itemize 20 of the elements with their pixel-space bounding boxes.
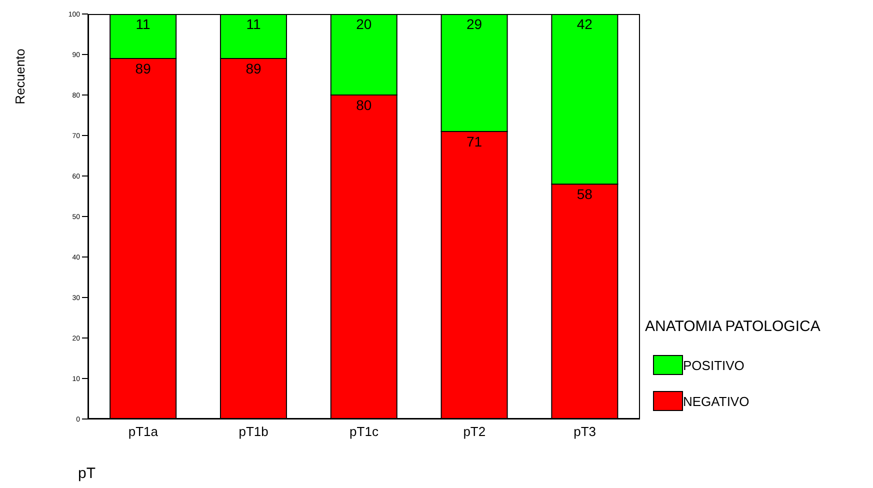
data-label: 20 — [356, 16, 372, 32]
x-tick-label: pT2 — [463, 424, 486, 440]
data-label: 42 — [576, 16, 593, 32]
legend-label: NEGATIVO — [683, 394, 750, 408]
data-label: 71 — [466, 133, 482, 150]
x-tick-label: pT1b — [238, 424, 268, 440]
legend-title: ANATOMIA PATOLOGICA — [645, 318, 820, 335]
x-tick-label: pT1c — [350, 424, 379, 440]
data-label: 11 — [136, 16, 151, 32]
data-label: 89 — [135, 60, 152, 76]
y-axis-title: Recuento — [12, 48, 28, 104]
legend-label: POSITIVO — [683, 358, 744, 372]
data-label: 80 — [356, 96, 372, 113]
data-label: 11 — [246, 16, 261, 32]
data-label: 29 — [466, 16, 482, 32]
data-label: 89 — [246, 60, 262, 76]
x-axis-title: pT — [78, 465, 96, 482]
data-label: 58 — [576, 186, 593, 202]
x-tick-label: pT3 — [574, 424, 596, 440]
x-tick-label: pT1a — [128, 424, 159, 440]
